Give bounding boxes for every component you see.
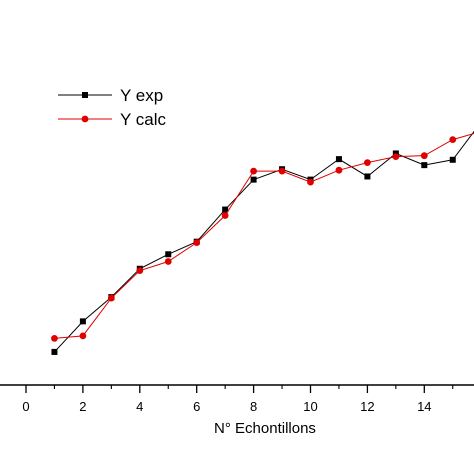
legend-label: Y calc xyxy=(120,110,166,129)
data-point xyxy=(335,156,342,163)
data-point xyxy=(107,294,115,302)
x-axis: 0 2 4 6 8 10 12 14 xyxy=(0,384,474,414)
x-tick-label: 10 xyxy=(303,399,317,414)
series-line xyxy=(54,130,474,353)
series-y-exp xyxy=(51,130,474,355)
data-point xyxy=(165,251,172,258)
data-point xyxy=(449,156,456,163)
data-point xyxy=(136,267,144,275)
legend: Y exp Y calc xyxy=(58,86,166,129)
x-tick-label: 0 xyxy=(22,399,29,414)
plot-area xyxy=(51,130,474,355)
data-point xyxy=(364,173,371,180)
x-tick-label: 6 xyxy=(193,399,200,414)
data-point xyxy=(51,334,58,342)
data-point xyxy=(193,239,201,247)
data-point xyxy=(164,258,172,265)
data-point xyxy=(250,176,257,183)
data-point xyxy=(392,153,400,161)
legend-marker xyxy=(82,92,88,98)
data-point xyxy=(364,159,371,167)
x-tick-label: 4 xyxy=(136,399,143,414)
legend-label: Y exp xyxy=(120,86,163,105)
data-point xyxy=(250,167,257,175)
series-y-calc xyxy=(51,132,474,342)
data-point xyxy=(51,348,58,355)
x-tick-label: 12 xyxy=(360,399,374,414)
data-point xyxy=(222,206,229,213)
legend-marker xyxy=(81,115,89,123)
data-point xyxy=(449,136,457,144)
data-point xyxy=(307,178,314,186)
data-point xyxy=(420,152,428,160)
data-point xyxy=(79,332,87,340)
data-point xyxy=(278,167,286,175)
data-point xyxy=(335,166,343,174)
data-point xyxy=(79,318,86,325)
series-line xyxy=(54,132,474,339)
x-tick-label: 2 xyxy=(79,399,86,414)
x-tick-label: 8 xyxy=(250,399,257,414)
data-point xyxy=(221,212,229,219)
x-axis-title: N° Echontillons xyxy=(214,420,316,437)
x-tick-label: 14 xyxy=(417,399,431,414)
data-point xyxy=(421,162,428,169)
